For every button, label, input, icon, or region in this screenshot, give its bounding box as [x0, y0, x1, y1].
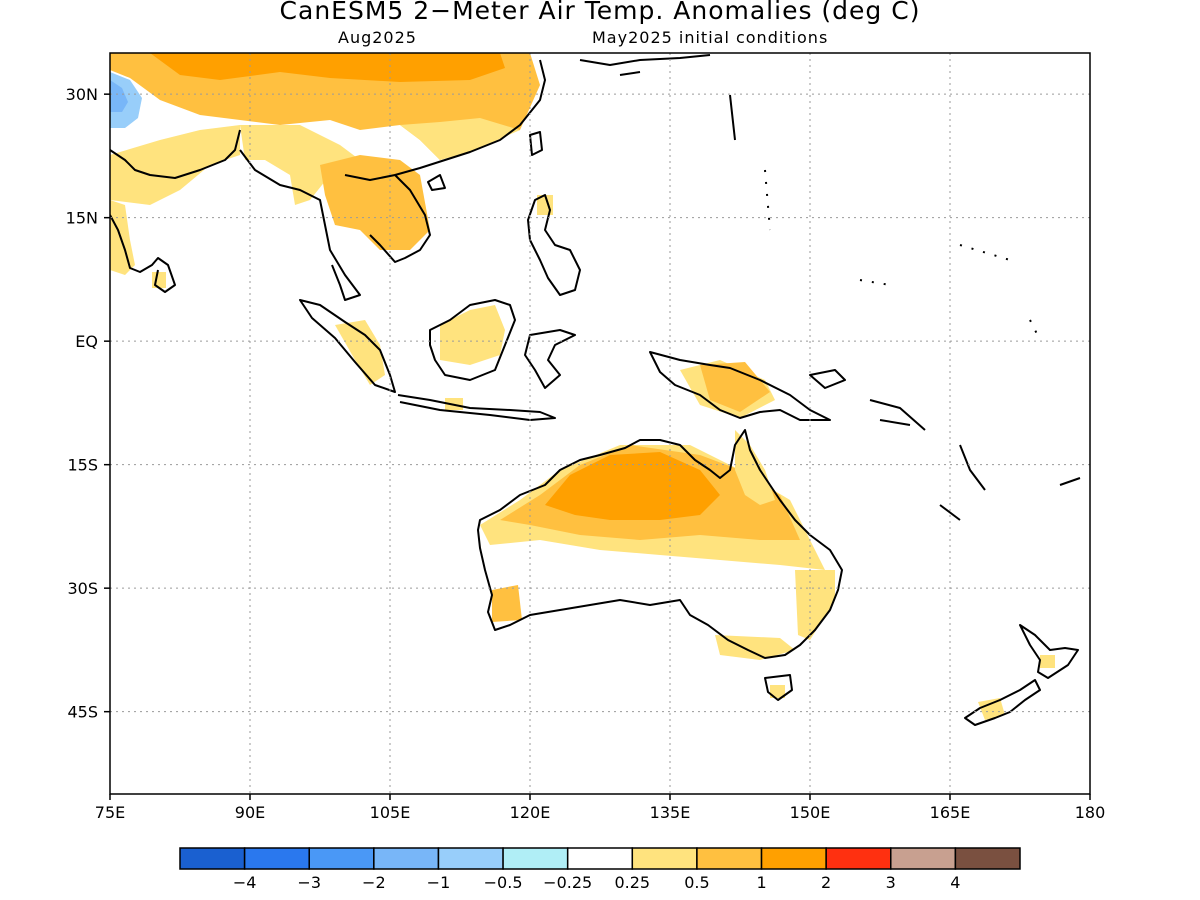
coast-newguinea [649, 351, 831, 421]
shade-srilanka [152, 272, 166, 288]
shade-myanmar [240, 125, 360, 205]
coast-australia [477, 429, 843, 659]
colorbar-swatch [825, 847, 892, 870]
coast-japan-ryukyu [579, 54, 736, 141]
colorbar-swatch [179, 847, 246, 870]
shade-india-light [110, 125, 240, 205]
valid-month-label: Aug2025 [338, 28, 417, 47]
colorbar-swatch [502, 847, 569, 870]
colorbar-label: −2 [362, 873, 386, 892]
coast-india [110, 129, 241, 293]
lat-label-30S: 30S [67, 579, 98, 598]
shade-aus-east [795, 570, 835, 640]
lon-label-150E: 150E [790, 803, 831, 822]
shade-nz-north [1040, 655, 1055, 668]
coast-vanuatu-fiji [939, 444, 1081, 521]
colorbar-swatch [373, 847, 440, 870]
colorbar-label: 4 [950, 873, 960, 892]
grid-lines [110, 53, 1090, 794]
lat-label-EQ: EQ [75, 332, 98, 351]
colorbar-swatch [243, 847, 310, 870]
longitude-axis: 75E 90E 105E 120E 135E 150E 165E 180 [95, 794, 1106, 822]
coast-taiwan [529, 131, 543, 156]
shade-aus-strong [545, 452, 720, 520]
colorbar-label: −0.25 [543, 873, 592, 892]
lon-label-120E: 120E [510, 803, 551, 822]
shade-newguinea-mid [700, 362, 770, 412]
colorbar-label: −4 [233, 873, 257, 892]
lat-label-30N: 30N [66, 85, 98, 104]
shade-capeyork [735, 430, 775, 505]
plot-frame [109, 52, 1091, 795]
lon-label-165E: 165E [930, 803, 971, 822]
colorbar-label: 2 [821, 873, 831, 892]
colorbar: −4 −3 −2 −1 −0.5 −0.25 0.25 0.5 1 2 3 4 [179, 847, 1021, 892]
colorbar-label: −1 [427, 873, 451, 892]
shade-india-west [110, 200, 135, 275]
shade-sumatra [335, 320, 385, 385]
colorbar-label: 0.25 [614, 873, 650, 892]
lon-label-75E: 75E [95, 803, 125, 822]
coast-nz-south [964, 679, 1041, 726]
coast-myanmar-thailand [239, 149, 361, 301]
coast-newbritain [809, 369, 846, 389]
shade-asia-strong [150, 53, 505, 82]
shade-borneo [440, 305, 505, 365]
shade-aus-southwest [492, 585, 522, 622]
colorbar-swatch [954, 847, 1021, 870]
coast-solomons [869, 399, 926, 431]
colorbar-label: 0.5 [684, 873, 709, 892]
lon-label-180: 180 [1075, 803, 1106, 822]
shade-aus-south [715, 635, 795, 660]
lat-label-45S: 45S [67, 703, 98, 722]
map-title: CanESM5 2−Meter Air Temp. Anomalies (deg… [279, 0, 921, 25]
lat-label-15S: 15S [67, 456, 98, 475]
latitude-axis: 30N 15N EQ 15S 30S 45S [66, 85, 110, 722]
coast-indochina [344, 174, 431, 263]
coast-sulawesi [524, 329, 576, 389]
colorbar-swatch [696, 847, 763, 870]
colorbar-swatch [890, 847, 957, 870]
coastlines [110, 54, 1081, 726]
colorbar-swatch [308, 847, 375, 870]
colorbar-swatch [437, 847, 504, 870]
colorbar-swatch [566, 847, 634, 870]
lon-label-90E: 90E [235, 803, 265, 822]
coast-nz-north [1019, 624, 1079, 679]
coast-hainan [427, 174, 446, 191]
colorbar-label: −0.5 [484, 873, 523, 892]
shade-nz-south [978, 698, 1005, 720]
coast-china [394, 59, 546, 176]
lon-label-135E: 135E [650, 803, 691, 822]
anomaly-shading [110, 53, 1055, 720]
shade-cool-inner [110, 80, 128, 112]
coast-tasmania [764, 674, 793, 701]
coast-philippines [527, 194, 581, 296]
coast-borneo [429, 299, 516, 381]
init-conditions-label: May2025 initial conditions [592, 28, 829, 47]
colorbar-label: 3 [886, 873, 896, 892]
shade-indochina [320, 155, 430, 250]
lat-label-15N: 15N [66, 209, 98, 228]
shade-tasmania [770, 685, 785, 698]
coast-sumatra [299, 299, 396, 393]
coast-micronesia-dots [764, 169, 1041, 341]
colorbar-label: −3 [297, 873, 321, 892]
lon-label-105E: 105E [370, 803, 411, 822]
coast-java [397, 394, 556, 421]
colorbar-swatch [631, 847, 698, 870]
colorbar-swatch [760, 847, 827, 870]
shade-china-light [400, 118, 520, 160]
colorbar-label: 1 [756, 873, 766, 892]
